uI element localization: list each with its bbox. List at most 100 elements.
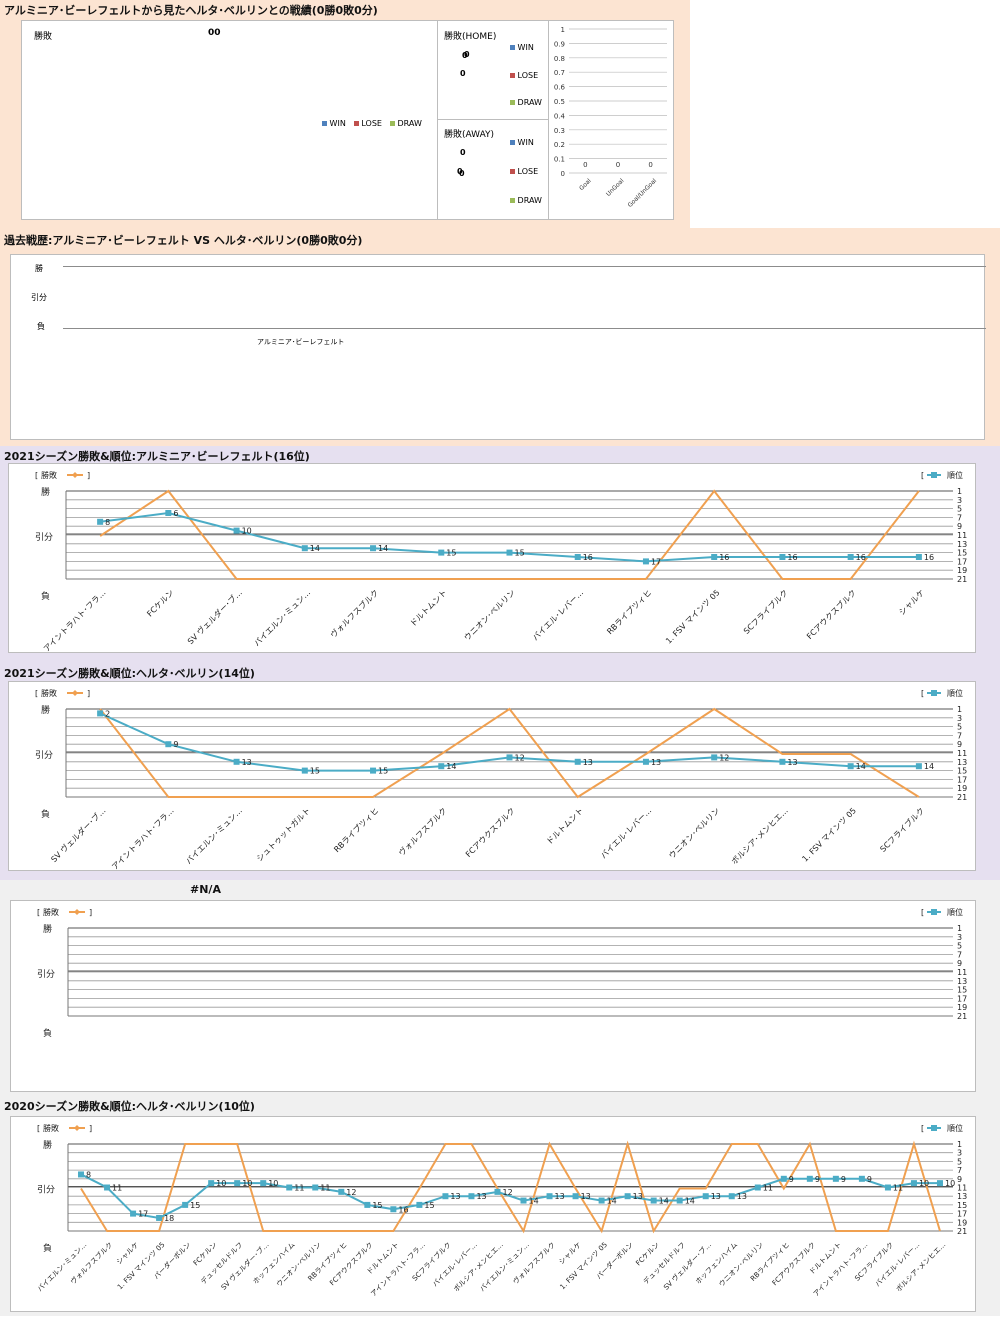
rank-data-label: 13 — [633, 1192, 643, 1201]
rank-point — [97, 710, 104, 717]
total-result-panel: 勝敗 00 WIN LOSE DRAW — [21, 20, 438, 220]
rank-data-label: 16 — [924, 553, 934, 562]
result-series-line — [99, 707, 920, 799]
rank-point — [233, 758, 240, 765]
head-to-head-title: アルミニア･ビーレフェルトから見たヘルタ･ベルリンとの戦績(0勝0敗0分) — [4, 4, 378, 17]
rank-data-label: 15 — [378, 767, 388, 776]
rank-data-label: 10 — [242, 1179, 252, 1188]
goals-y-tick: 1 — [561, 26, 565, 34]
rank-y-tick: 3 — [957, 714, 962, 723]
x-tick-label: シャルケ — [897, 588, 926, 617]
rank-data-label: 15 — [424, 1201, 434, 1210]
rank-point — [301, 767, 308, 774]
goals-y-tick: 0.4 — [554, 112, 566, 120]
rank-y-tick: 21 — [957, 1227, 967, 1236]
y-label-lose: 負 — [43, 1242, 52, 1254]
rank-y-tick: 17 — [957, 775, 967, 784]
rank-point — [208, 1180, 215, 1187]
x-tick-label: SV ヴェルダー･ブ… — [219, 1240, 271, 1292]
rank-y-tick: 19 — [957, 1003, 967, 1012]
legend-left-open: [ — [35, 689, 38, 698]
goals-x-tick: UnGoal — [605, 177, 626, 198]
y-label-draw: 引分 — [35, 532, 53, 543]
rank-data-label: 14 — [529, 1197, 539, 1206]
rank-data-label: 12 — [346, 1188, 356, 1197]
rank-y-tick: 11 — [957, 1184, 967, 1193]
rank-point — [338, 1188, 345, 1195]
rank-data-label: 15 — [372, 1201, 382, 1210]
rank-series-line — [80, 1173, 940, 1219]
rank-data-label: 12 — [515, 753, 525, 762]
x-tick-label: FCアウクスブルク — [328, 1240, 375, 1287]
home-legend-lose: LOSE — [510, 71, 538, 80]
rank-y-tick: 1 — [957, 924, 962, 933]
rank-y-tick: 7 — [957, 513, 962, 522]
rank-y-tick: 7 — [957, 950, 962, 959]
rank-y-tick: 13 — [957, 1192, 967, 1201]
x-tick-label: SV ヴェルダー･ブ… — [49, 805, 108, 864]
chart2-panel: [勝敗][順位 1 3 5 7 9 11 13 15 17 19 21 勝引分負 2 SV ヴェルダー･ブ…… — [8, 681, 976, 872]
legend-rank-marker — [931, 690, 937, 696]
legend-right-open: [ — [921, 908, 924, 917]
legend-right-open: [ — [921, 689, 924, 698]
legend-result-marker — [74, 909, 80, 915]
rank-data-label: 13 — [651, 758, 661, 767]
goals-y-tick: 0.1 — [554, 156, 565, 164]
rank-point — [847, 554, 854, 560]
x-tick-label: FCアウクスブルク — [463, 805, 517, 859]
rank-data-label: 16 — [719, 553, 729, 562]
rank-data-label: 15 — [446, 549, 456, 558]
rank-data-label: 13 — [450, 1192, 460, 1201]
home-value-1: 0 — [462, 51, 468, 60]
rank-point — [104, 1184, 111, 1191]
rank-data-label: 14 — [607, 1197, 617, 1206]
rank-data-label: 13 — [476, 1192, 486, 1201]
goals-x-tick: Goal — [578, 177, 593, 192]
x-tick-label: アイントラハト･フラ… — [110, 806, 176, 872]
legend-left-open: [ — [37, 1124, 40, 1133]
rank-data-label: 16 — [856, 553, 866, 562]
rank-data-label: 14 — [659, 1197, 669, 1206]
legend-right-label: 順位 — [947, 907, 963, 917]
rank-point — [624, 1193, 631, 1200]
rank-data-label: 15 — [190, 1201, 200, 1210]
rank-data-label: 15 — [310, 767, 320, 776]
rank-data-label: 2 — [105, 709, 110, 718]
chart3-title: #N/A — [190, 883, 221, 896]
rank-data-label: 12 — [719, 753, 729, 762]
rank-y-tick: 1 — [957, 1140, 962, 1149]
rank-data-label: 11 — [112, 1184, 122, 1193]
rank-point — [936, 1180, 943, 1187]
rank-data-label: 6 — [173, 509, 178, 518]
rank-point — [156, 1214, 163, 1221]
y-label-lose: 負 — [41, 590, 50, 602]
x-tick-label: FCケルン — [145, 588, 175, 618]
rank-y-tick: 15 — [957, 767, 967, 776]
x-tick-label: バイエル･レバー… — [874, 1241, 922, 1289]
x-tick-label: ヴォルフスブルク — [396, 805, 448, 857]
rank-point — [364, 1201, 371, 1208]
rank-point — [468, 1193, 475, 1200]
x-tick-label: ボルシア･メンヒエ… — [452, 1241, 505, 1294]
rank-point — [165, 510, 172, 516]
legend-right-open: [ — [921, 1124, 924, 1133]
x-tick-label: シャルケ — [558, 1241, 583, 1266]
rank-point — [182, 1201, 189, 1208]
rank-y-tick: 11 — [957, 749, 967, 758]
chart4-svg: [勝敗][順位13579111315171921勝引分負8バイエルン･ミュン…1… — [36, 1123, 967, 1298]
chart1-svg: [勝敗][順位13579111315171921勝引分負8アイントラハト･フラ…… — [35, 470, 967, 654]
away-legend-draw: DRAW — [510, 196, 542, 205]
goals-y-tick: 0.8 — [554, 55, 565, 63]
y-label-lose: 負 — [43, 1027, 52, 1039]
rank-point — [494, 1188, 501, 1195]
rank-data-label: 10 — [268, 1179, 278, 1188]
rank-point — [910, 1180, 917, 1187]
rank-point — [234, 1180, 241, 1187]
rank-data-label: 16 — [583, 553, 593, 562]
rank-y-tick: 9 — [957, 959, 962, 968]
home-result-label: 勝敗(HOME) — [444, 32, 497, 42]
rank-point — [702, 1193, 709, 1200]
total-legend: WIN LOSE DRAW — [322, 119, 422, 128]
rank-data-label: 18 — [164, 1214, 174, 1223]
